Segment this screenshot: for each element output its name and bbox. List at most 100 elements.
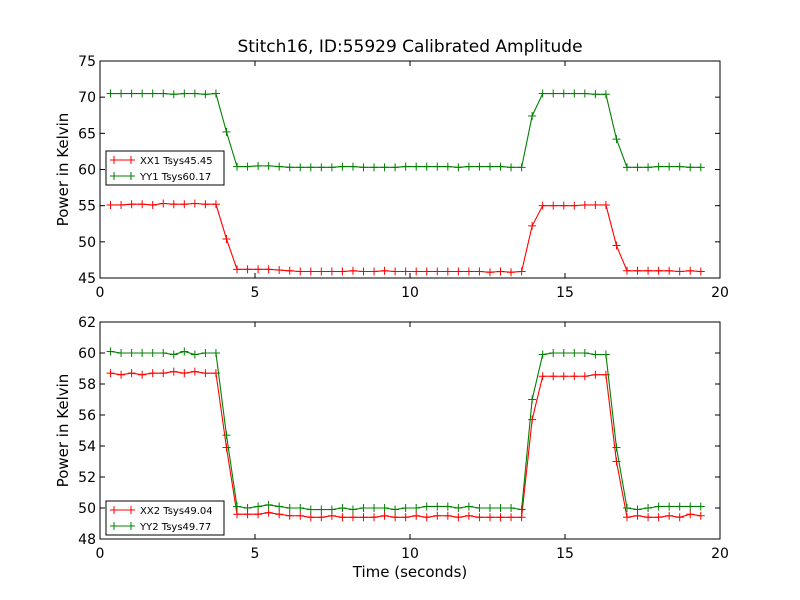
data-point	[433, 162, 442, 171]
legend-entry-1: XX2 Tsys49.04	[140, 506, 213, 517]
data-point	[401, 504, 410, 512]
y-tick-label: 60	[78, 346, 96, 362]
data-point	[359, 163, 368, 172]
x-tick-label: 0	[96, 546, 105, 562]
data-point	[496, 513, 505, 522]
data-point	[686, 163, 695, 172]
data-point	[148, 349, 157, 357]
data-point	[380, 266, 389, 275]
y-tick-label: 55	[78, 199, 96, 215]
data-point	[612, 135, 621, 144]
data-point	[422, 513, 431, 522]
data-point	[665, 162, 674, 171]
legend-box	[105, 500, 225, 536]
data-point	[644, 266, 653, 275]
data-point	[675, 502, 684, 511]
data-point	[443, 502, 452, 511]
data-point	[422, 162, 431, 171]
data-point	[654, 513, 663, 522]
data-point	[370, 267, 379, 276]
data-point	[285, 163, 294, 172]
data-point	[507, 268, 516, 277]
data-point	[644, 163, 653, 172]
data-point	[623, 163, 631, 172]
x-tick-label: 10	[401, 285, 419, 301]
data-point	[264, 508, 273, 517]
data-point	[612, 443, 621, 452]
data-point	[211, 200, 220, 209]
data-point	[222, 234, 231, 243]
data-point	[106, 200, 115, 209]
data-point	[686, 266, 695, 275]
data-point	[180, 89, 189, 98]
data-point	[412, 511, 421, 520]
data-point	[285, 504, 294, 512]
x-tick-label: 20	[711, 285, 729, 301]
data-point	[117, 89, 126, 98]
data-point	[454, 504, 463, 512]
series-line-1-1	[110, 202, 701, 273]
data-point	[475, 504, 484, 512]
data-point	[496, 267, 505, 276]
data-point	[117, 349, 126, 357]
data-point	[454, 267, 463, 276]
subplot-1: 0 5 10 15 20 45 50 55 60 65 70 75 Power in Kelvin XX1…	[54, 54, 729, 301]
data-point	[233, 265, 242, 274]
data-point	[517, 267, 526, 276]
data-point	[665, 502, 674, 511]
data-point	[485, 513, 494, 522]
data-point	[254, 510, 263, 519]
data-point	[296, 504, 305, 512]
data-point	[570, 372, 579, 381]
data-point	[106, 369, 115, 378]
x-tick-label: 5	[251, 285, 260, 301]
legend-entry-1: XX1 Tsys45.45	[140, 156, 213, 167]
data-point	[433, 267, 442, 276]
data-point	[370, 504, 379, 512]
data-point	[169, 350, 178, 359]
data-point	[528, 415, 537, 424]
data-point	[612, 241, 621, 250]
data-point	[443, 511, 452, 520]
data-point	[275, 502, 284, 511]
data-point	[528, 111, 537, 120]
data-point	[106, 347, 115, 356]
data-point	[380, 163, 389, 172]
y-axis-label-2: Power in Kelvin	[54, 374, 72, 488]
data-point	[169, 90, 178, 99]
data-point	[623, 513, 631, 522]
y-tick-label: 52	[78, 470, 96, 486]
data-point	[601, 200, 610, 209]
data-point	[644, 504, 653, 512]
data-point	[180, 347, 189, 356]
data-point	[264, 500, 273, 509]
data-point	[654, 266, 663, 275]
data-point	[633, 163, 642, 172]
data-point	[654, 162, 663, 171]
data-point	[464, 502, 473, 511]
data-point	[549, 201, 558, 210]
data-point	[570, 89, 579, 98]
data-point	[675, 513, 684, 522]
data-point	[528, 395, 537, 404]
data-point	[601, 350, 610, 359]
data-point	[433, 502, 442, 511]
data-point	[559, 201, 568, 210]
legend-marker	[110, 506, 118, 514]
y-tick-label: 75	[78, 54, 96, 70]
data-point	[443, 162, 452, 171]
data-point	[254, 265, 263, 274]
legend-marker	[127, 522, 135, 530]
data-point	[443, 267, 452, 276]
data-point	[633, 266, 642, 275]
y-tick-label: 65	[78, 126, 96, 142]
data-point	[370, 163, 379, 172]
data-point	[222, 443, 231, 452]
data-point	[275, 162, 284, 171]
legend-2: XX2 Tsys49.04 YY2 Tsys49.77	[105, 500, 225, 536]
data-point	[233, 502, 242, 511]
data-point	[201, 200, 210, 209]
data-point	[317, 505, 326, 514]
data-point	[127, 369, 136, 378]
data-point	[675, 162, 684, 171]
